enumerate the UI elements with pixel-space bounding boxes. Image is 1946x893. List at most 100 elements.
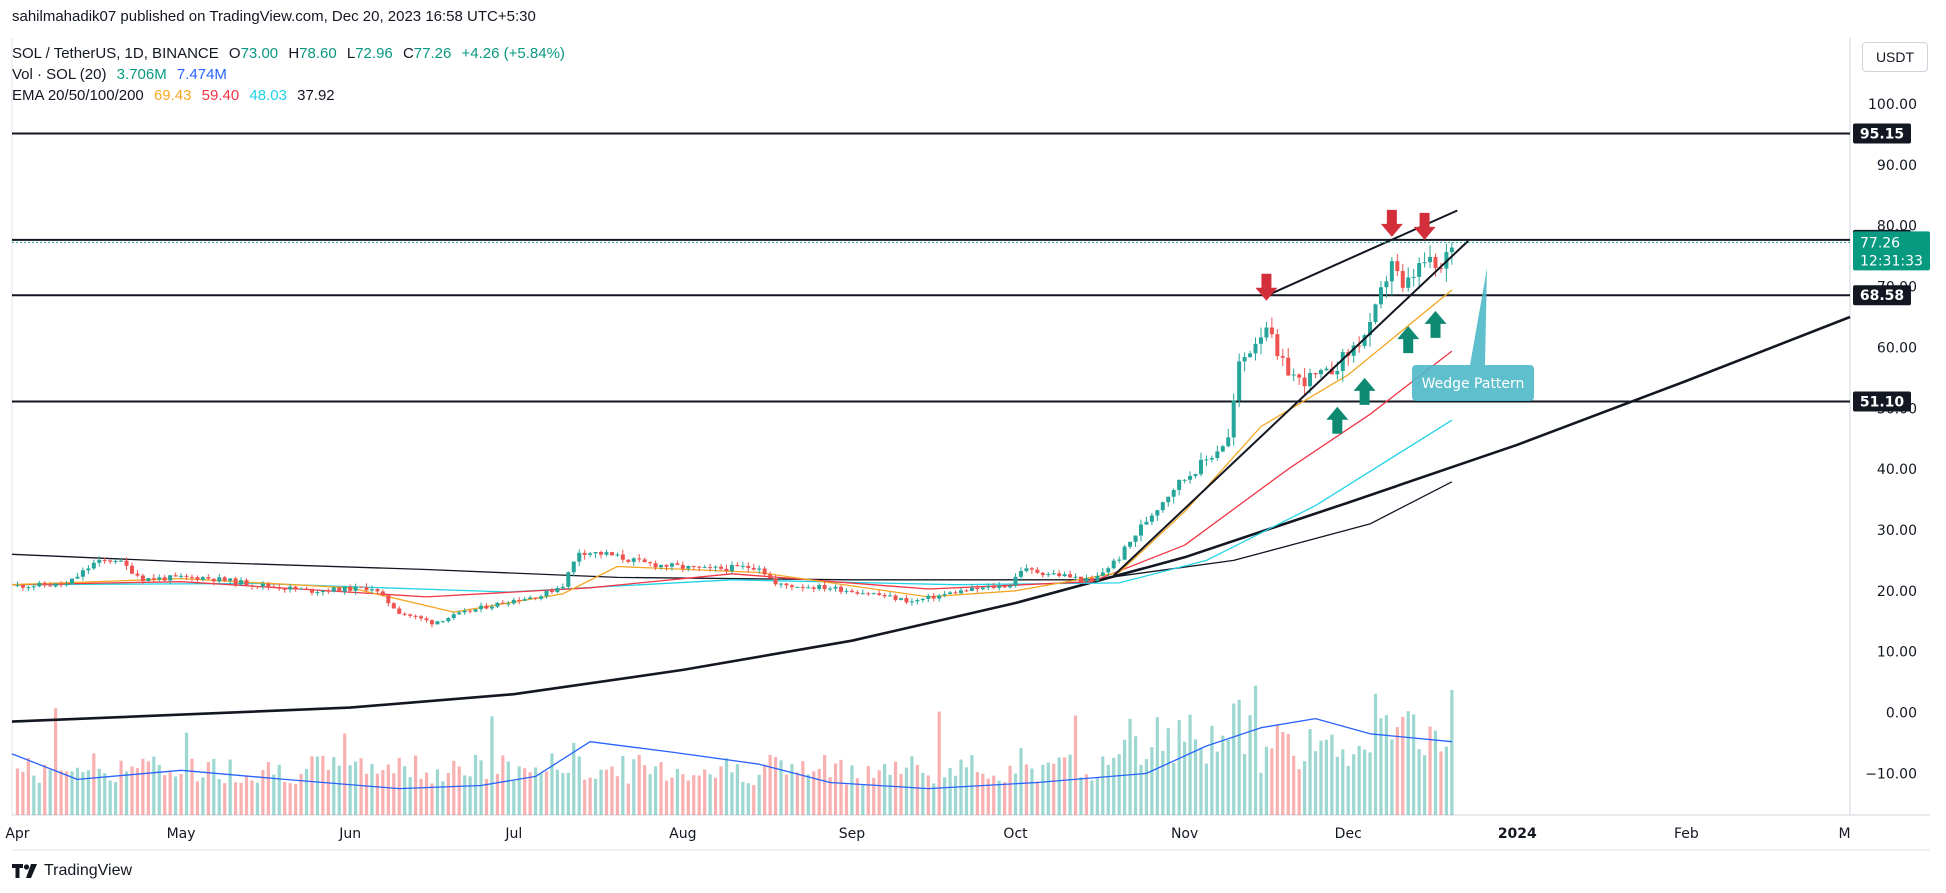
volume-bar [937,711,941,815]
down-arrow-icon [1380,209,1403,237]
volume-bar [566,772,570,815]
volume-bar [806,774,810,815]
volume-bar [315,756,320,815]
volume-bar [419,778,423,815]
volume-bar [730,772,734,815]
candle-body [233,578,238,585]
volume-bar [1117,754,1121,815]
candle-body [571,561,576,573]
volume-bar [168,772,172,815]
volume-bar [1379,718,1383,815]
volume-bar [1352,754,1356,815]
volume-bar [272,774,276,815]
candle-body [173,575,178,577]
candle-body [877,593,882,595]
volume-bar [544,771,549,815]
candle-body [80,570,85,577]
candle-body [1008,585,1013,588]
volume-bar [681,774,685,815]
volume-bar [533,767,538,815]
volume-bar [964,767,969,815]
candle-body [1286,357,1291,376]
candle-body [375,589,380,592]
candle-body [789,585,794,588]
candle-body [489,606,494,609]
candle-body [997,585,1002,588]
y-tick-label: 0.00 [1886,706,1917,722]
candle-body [686,565,691,569]
volume-bar [1357,745,1361,815]
candle-body [675,563,680,565]
symbol-title[interactable]: SOL / TetherUS, 1D, BINANCE [12,45,219,62]
candle-body [1389,261,1394,282]
candle-body [255,586,260,588]
footer-brand[interactable]: TradingView [12,862,132,880]
volume-bar [659,762,663,815]
volume-bar [861,784,865,815]
volume-bar [299,773,303,815]
volume-bar [615,776,619,815]
volume-bar [599,769,603,815]
candle-body [1231,400,1236,438]
candle-body [1166,496,1171,503]
candle-body [735,564,740,567]
x-tick-label: Nov [1171,826,1198,842]
volume-bar [1139,764,1143,815]
candle-body [1237,361,1242,401]
candle-body [217,577,222,582]
candle-body [991,586,996,588]
candle-body [560,586,565,589]
candle-body [975,587,980,590]
up-arrow-icon [1326,406,1349,434]
candle-body [1117,559,1122,561]
currency-button[interactable]: USDT [1862,42,1928,72]
candle-body [1384,281,1389,288]
candle-body [468,610,473,612]
candle-body [48,585,53,587]
candle-body [1220,446,1225,452]
candle-body [1258,337,1263,344]
volume-bar [926,775,930,815]
volume-bar [288,783,292,815]
volume-bar [1248,715,1252,815]
ema-label[interactable]: EMA 20/50/100/200 [12,87,144,104]
candle-body [1046,574,1051,576]
volume-bar [828,777,832,815]
volume-bar [326,769,330,815]
candle-body [1378,287,1383,305]
volume-bar [463,775,467,815]
volume-bar [741,781,745,815]
volume-label[interactable]: Vol · SOL (20) [12,66,107,83]
y-tick-label: 30.00 [1877,523,1917,539]
volume-bar [970,755,974,815]
candle-body [588,553,593,555]
candle-body [184,575,189,577]
volume-bar [397,757,401,815]
volume-bar [212,758,216,815]
candle-body [1324,368,1329,371]
volume-bar [1406,711,1410,815]
candle-body [1133,535,1138,542]
candle-body [1100,572,1105,576]
footer-brand-label: TradingView [44,862,133,879]
down-arrow-icon [1255,273,1278,301]
level-badge [1853,285,1911,306]
x-tick-label: Jul [504,826,522,842]
candle-body [304,588,309,590]
volume-bar [403,766,407,815]
volume-bar [201,777,205,815]
volume-bar [37,782,41,815]
volume-bar [26,757,30,815]
candle-body [473,609,478,612]
candle-body [784,583,789,586]
volume-bar [1019,748,1023,815]
candle-body [479,605,484,610]
volume-bar [932,783,936,815]
candle-body [1329,368,1334,375]
volume-bar [1297,769,1301,815]
volume-bar [424,772,429,815]
ema100-line [11,419,1453,593]
candle-body [211,578,216,582]
volume-bar [124,771,129,815]
